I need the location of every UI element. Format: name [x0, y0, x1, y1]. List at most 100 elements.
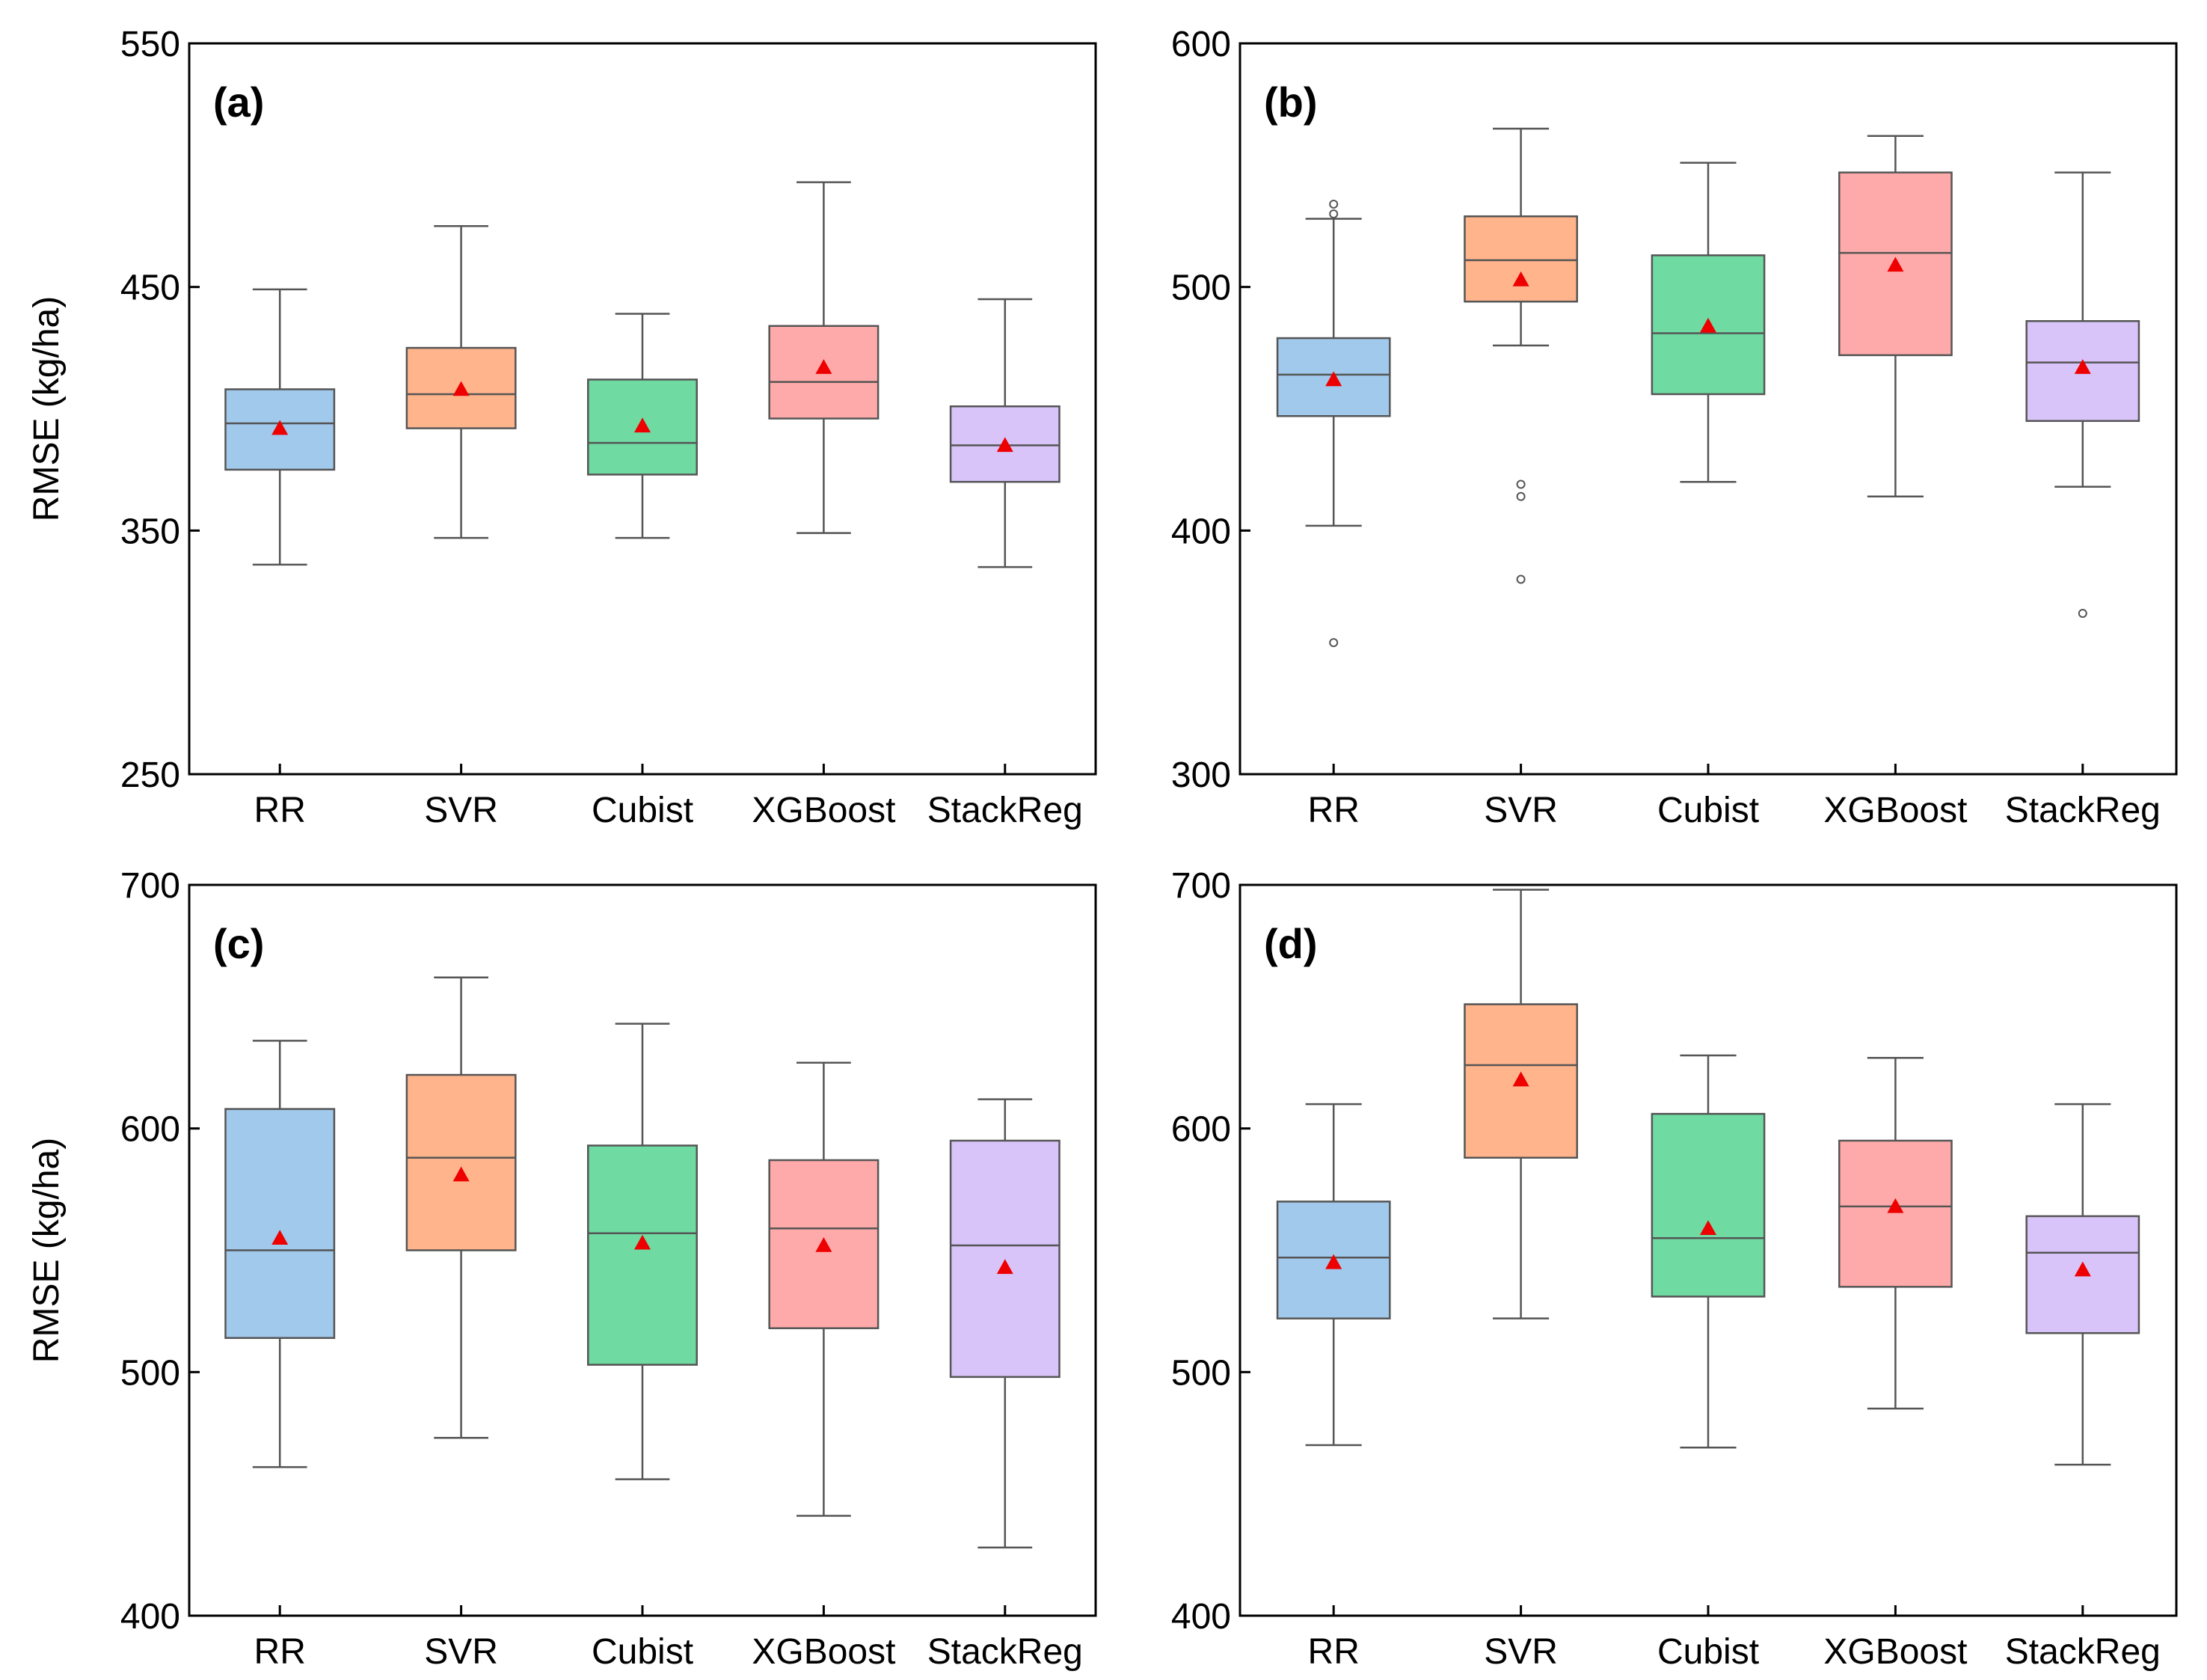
box-rr	[224, 1040, 336, 1468]
mean-marker	[1325, 1254, 1342, 1269]
outlier-point	[1329, 638, 1339, 648]
mean-marker	[1512, 271, 1529, 286]
x-tick-label: Cubist	[1657, 791, 1759, 830]
box-rr	[224, 288, 336, 566]
box-cubist	[587, 1023, 698, 1480]
panel-label: (c)	[213, 920, 264, 967]
mean-marker	[1325, 371, 1342, 387]
y-tick-label: 400	[120, 1597, 180, 1637]
box-body	[949, 1139, 1060, 1379]
y-axis-title: RMSE (kg/ha)	[27, 1138, 67, 1363]
box-stackreg	[949, 298, 1060, 568]
y-tick-label: 400	[1171, 1597, 1231, 1637]
outlier-point	[1329, 209, 1339, 218]
y-tick-label: 450	[120, 269, 180, 308]
box-stackreg	[2025, 171, 2140, 619]
mean-marker	[1887, 257, 1904, 272]
x-tick-label: SVR	[1484, 1632, 1558, 1672]
y-tick-label: 600	[120, 1110, 180, 1150]
box-svr	[1464, 889, 1578, 1319]
x-tick-label: RR	[254, 1632, 306, 1672]
box-svr	[405, 225, 517, 539]
x-tick-label: StackReg	[927, 1632, 1083, 1672]
x-tick-label: XGBoost	[1823, 791, 1967, 830]
mean-marker	[1512, 1071, 1529, 1087]
mean-marker	[634, 1234, 651, 1250]
box-body	[587, 1144, 698, 1366]
mean-marker	[996, 1259, 1013, 1275]
mean-marker	[452, 1166, 470, 1182]
x-tick-label: Cubist	[1657, 1632, 1759, 1672]
mean-marker	[271, 1230, 289, 1245]
box-body	[1838, 1139, 1953, 1288]
box-stackreg	[949, 1098, 1060, 1549]
box-cubist	[1651, 162, 1766, 483]
box-xgboost	[1838, 1056, 1953, 1410]
mean-marker	[815, 1236, 832, 1252]
box-stackreg	[2025, 1103, 2140, 1466]
x-tick-label: Cubist	[592, 1632, 693, 1672]
box-xgboost	[768, 181, 880, 534]
y-tick-label: 700	[1171, 866, 1231, 906]
y-axis-title: RMSE (kg/ha)	[27, 296, 67, 521]
panel-label: (a)	[213, 79, 264, 126]
x-tick-label: SVR	[424, 1632, 498, 1672]
y-tick-label: 250	[120, 755, 180, 795]
x-tick-label: StackReg	[2005, 1632, 2161, 1672]
panel-c: 400 500 600 700 RR SVR Cubist XGBoost StackReg (c…	[27, 866, 1097, 1672]
box-body	[1651, 1112, 1766, 1298]
mean-marker	[815, 359, 832, 374]
panel-label: (d)	[1264, 920, 1318, 967]
x-tick-label: StackReg	[927, 791, 1083, 830]
box-rr	[1276, 199, 1391, 648]
y-tick-label: 550	[120, 25, 180, 64]
box-cubist	[587, 313, 698, 539]
mean-marker	[2074, 359, 2091, 374]
mean-marker	[996, 437, 1013, 453]
box-cubist	[1651, 1054, 1766, 1449]
outlier-point	[1516, 479, 1526, 489]
x-tick-label: XGBoost	[1823, 1632, 1967, 1672]
x-tick-label: StackReg	[2005, 791, 2161, 830]
panel-label: (b)	[1264, 79, 1318, 126]
y-tick-label: 500	[120, 1353, 180, 1393]
box-body	[1276, 337, 1391, 417]
box-xgboost	[1838, 135, 1953, 497]
outlier-point	[1516, 491, 1526, 501]
mean-marker	[1700, 1220, 1716, 1235]
mean-marker	[1700, 317, 1716, 333]
mean-marker	[452, 381, 470, 396]
box-body	[405, 1073, 517, 1251]
box-svr	[405, 976, 517, 1439]
mean-marker	[2074, 1261, 2091, 1277]
box-rr	[1276, 1103, 1391, 1447]
y-tick-label: 400	[1171, 512, 1231, 551]
y-tick-label: 500	[1171, 269, 1231, 308]
y-tick-label: 600	[1171, 25, 1231, 64]
box-svr	[1464, 127, 1578, 584]
y-tick-label: 700	[120, 866, 180, 906]
mean-marker	[634, 417, 651, 433]
mean-marker	[271, 420, 289, 435]
y-tick-label: 500	[1171, 1353, 1231, 1393]
y-tick-label: 600	[1171, 1110, 1231, 1150]
x-tick-label: SVR	[424, 791, 498, 830]
x-tick-label: RR	[1308, 791, 1360, 830]
panel-d: 400 500 600 700 RR SVR Cubist XGBoost StackReg (d…	[1171, 866, 2178, 1672]
box-body	[224, 1108, 336, 1339]
x-tick-label: XGBoost	[752, 1632, 895, 1672]
y-tick-label: 350	[120, 512, 180, 551]
box-body	[1464, 215, 1578, 303]
x-tick-label: SVR	[1484, 791, 1558, 830]
outlier-point	[1516, 574, 1526, 584]
x-tick-label: XGBoost	[752, 791, 895, 830]
box-xgboost	[768, 1061, 880, 1517]
panel-a: 250 350 450 550 RR SVR Cubist XGBoost StackReg (a…	[27, 25, 1097, 830]
panel-b: 300 400 500 600 RR SVR Cubist XGBoost StackReg (b…	[1171, 25, 2178, 830]
x-tick-label: Cubist	[592, 791, 693, 830]
x-tick-label: RR	[1308, 1632, 1360, 1672]
outlier-point	[2078, 609, 2087, 619]
mean-marker	[1887, 1198, 1904, 1213]
outlier-point	[1329, 199, 1339, 209]
